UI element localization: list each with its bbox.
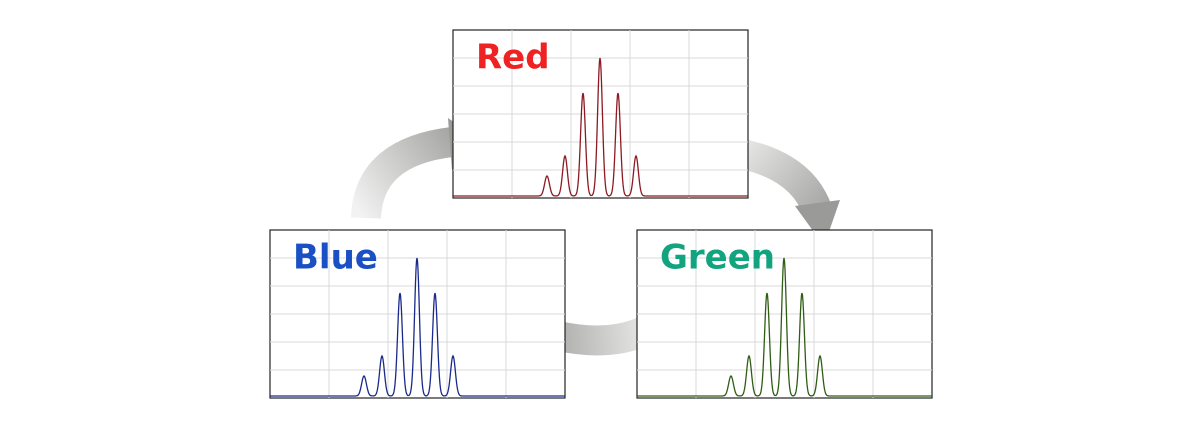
spectrum bbox=[453, 57, 748, 197]
panel: Green bbox=[636, 229, 933, 399]
panel-label: Green bbox=[660, 238, 775, 278]
spectrum bbox=[637, 257, 932, 397]
panel-label: Blue bbox=[293, 238, 378, 278]
arrow bbox=[351, 127, 455, 220]
arrow-head bbox=[795, 200, 840, 246]
panel-label: Red bbox=[476, 38, 550, 78]
panel: Red bbox=[452, 29, 749, 199]
spectrum bbox=[270, 257, 565, 397]
panels: Red Blue Green bbox=[269, 29, 933, 399]
panel: Blue bbox=[269, 229, 566, 399]
